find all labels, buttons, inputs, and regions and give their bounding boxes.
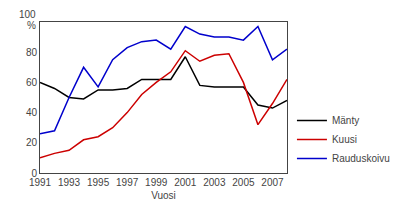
svg-text:2007: 2007	[261, 177, 284, 188]
svg-text:20: 20	[26, 137, 38, 148]
svg-text:80: 80	[26, 47, 38, 58]
svg-text:Vuosi: Vuosi	[151, 190, 176, 201]
svg-text:1999: 1999	[145, 177, 168, 188]
svg-text:2003: 2003	[203, 177, 226, 188]
svg-text:100: 100	[19, 9, 36, 20]
svg-text:Kuusi: Kuusi	[332, 134, 357, 145]
svg-text:1993: 1993	[58, 177, 81, 188]
svg-text:1995: 1995	[87, 177, 110, 188]
svg-text:1991: 1991	[29, 177, 52, 188]
svg-text:2005: 2005	[232, 177, 255, 188]
svg-text:%: %	[27, 20, 36, 31]
svg-text:0: 0	[31, 168, 37, 179]
svg-text:40: 40	[26, 107, 38, 118]
svg-text:Mänty: Mänty	[332, 115, 359, 126]
svg-text:60: 60	[26, 77, 38, 88]
svg-text:Rauduskoivu: Rauduskoivu	[332, 153, 390, 164]
svg-text:1997: 1997	[116, 177, 139, 188]
svg-text:2001: 2001	[174, 177, 197, 188]
